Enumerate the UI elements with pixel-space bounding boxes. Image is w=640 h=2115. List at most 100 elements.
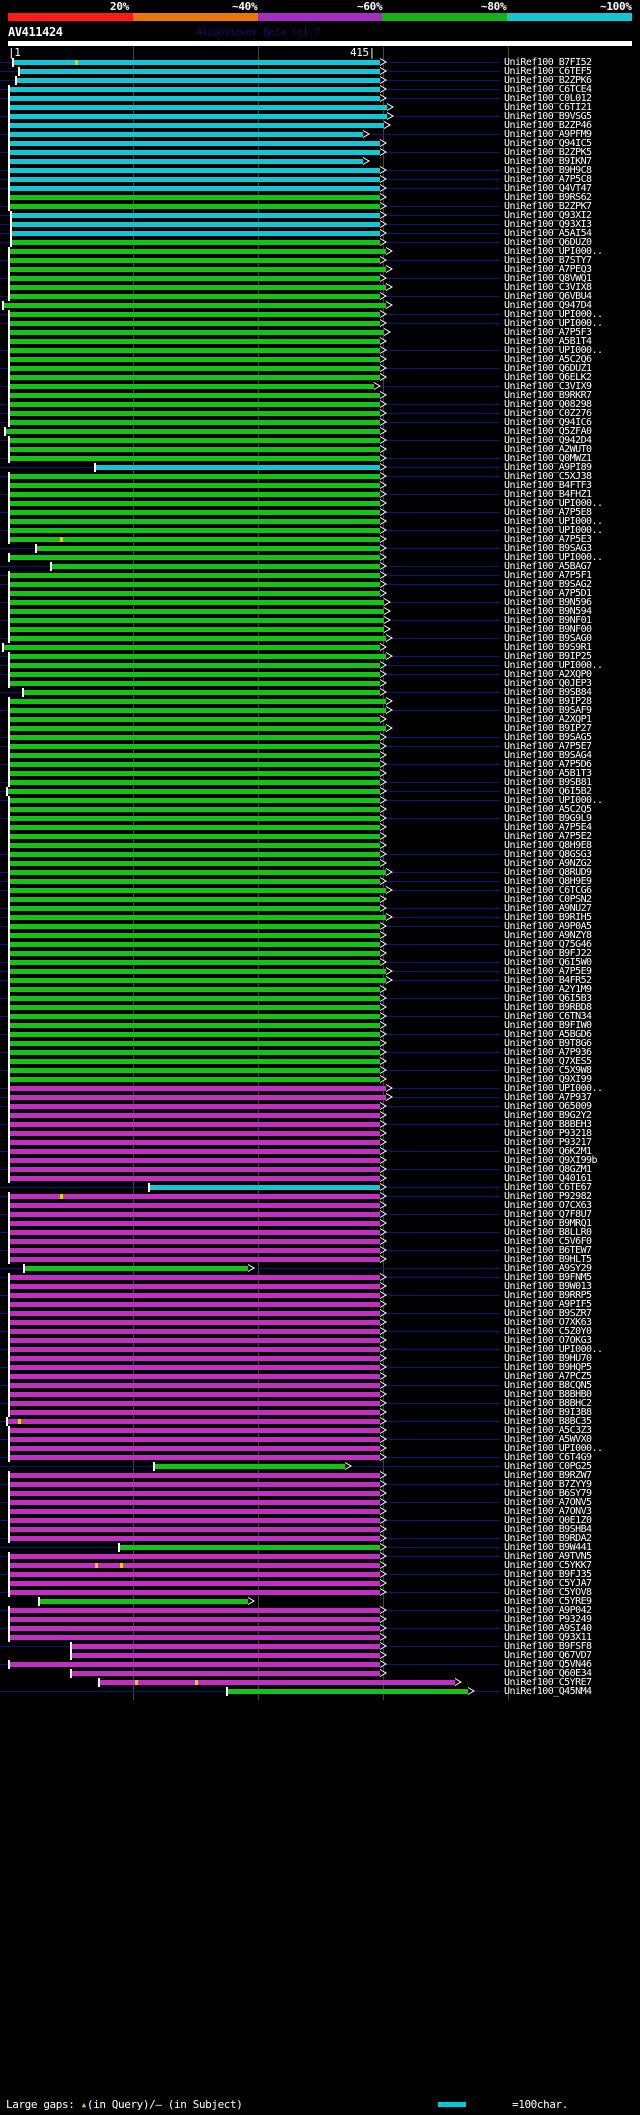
hit-row[interactable]: UniRef100_C0Z276	[0, 408, 640, 419]
hit-label[interactable]: UniRef100_UPI000..	[504, 660, 603, 671]
hit-row[interactable]: UniRef100_O65009	[0, 1101, 640, 1112]
hit-label[interactable]: UniRef100_C0Z276	[504, 408, 592, 419]
hit-label[interactable]: UniRef100_UPI000..	[504, 318, 603, 329]
hit-segment[interactable]	[8, 1419, 380, 1424]
hit-segment[interactable]	[10, 798, 380, 803]
hit-row[interactable]: UniRef100_B9VSG5	[0, 111, 640, 122]
hit-row[interactable]: UniRef100_O7CX63	[0, 1200, 640, 1211]
hit-row[interactable]: UniRef100_B9I3B8	[0, 1407, 640, 1418]
hit-segment[interactable]	[10, 1194, 380, 1199]
hit-row[interactable]: UniRef100_A5BAG7	[0, 561, 640, 572]
hit-row[interactable]: UniRef100_B9RDA2	[0, 1533, 640, 1544]
hit-row[interactable]: UniRef100_A7P5D6	[0, 759, 640, 770]
hit-segment[interactable]	[10, 1482, 380, 1487]
hit-segment[interactable]	[10, 402, 380, 407]
hit-label[interactable]: UniRef100_B9FIW0	[504, 1020, 592, 1031]
hit-label[interactable]: UniRef100_A7P5F1	[504, 570, 592, 581]
hit-label[interactable]: UniRef100_C5YJA7	[504, 1578, 592, 1589]
hit-segment[interactable]	[12, 222, 380, 227]
hit-row[interactable]: UniRef100_Q4VT47	[0, 183, 640, 194]
hit-label[interactable]: UniRef100_C5YOV8	[504, 1587, 592, 1598]
hit-label[interactable]: UniRef100_A9SI40	[504, 1623, 592, 1634]
hit-segment[interactable]	[10, 204, 380, 209]
hit-row[interactable]: UniRef100_C5Z0Y0	[0, 1326, 640, 1337]
hit-row[interactable]: UniRef100_C6TCG6	[0, 885, 640, 896]
hit-label[interactable]: UniRef100_A7P5E8	[504, 507, 592, 518]
hit-segment[interactable]	[10, 1122, 380, 1127]
hit-row[interactable]: UniRef100_B9W013	[0, 1281, 640, 1292]
hit-segment[interactable]	[10, 420, 380, 425]
hit-segment[interactable]	[10, 1347, 380, 1352]
hit-label[interactable]: UniRef100_B8BHB0	[504, 1389, 592, 1400]
hit-row[interactable]: UniRef100_A2XQP1	[0, 714, 640, 725]
hit-row[interactable]: UniRef100_A9SI40	[0, 1623, 640, 1634]
hit-row[interactable]: UniRef100_Q40161	[0, 1173, 640, 1184]
hit-label[interactable]: UniRef100_C6TN34	[504, 1011, 592, 1022]
hit-segment[interactable]	[10, 825, 380, 830]
hit-label[interactable]: UniRef100_Q45NM4	[504, 1686, 592, 1697]
hit-segment[interactable]	[10, 1392, 380, 1397]
hit-label[interactable]: UniRef100_C0L012	[504, 93, 592, 104]
hit-label[interactable]: UniRef100_A9NZG2	[504, 858, 592, 869]
hit-row[interactable]: UniRef100_C5YRE9	[0, 1596, 640, 1607]
hit-segment[interactable]	[10, 924, 380, 929]
hit-row[interactable]: UniRef100_B9SAF9	[0, 705, 640, 716]
hit-row[interactable]: UniRef100_UPI000..	[0, 1344, 640, 1355]
hit-row[interactable]: UniRef100_UPI000..	[0, 309, 640, 320]
hit-segment[interactable]	[10, 267, 386, 272]
hit-segment[interactable]	[10, 1590, 380, 1595]
hit-row[interactable]: UniRef100_A9NZG2	[0, 858, 640, 869]
hit-label[interactable]: UniRef100_Q942D4	[504, 435, 592, 446]
hit-segment[interactable]	[12, 240, 380, 245]
hit-row[interactable]: UniRef100_A5WVX0	[0, 1434, 640, 1445]
hit-label[interactable]: UniRef100_B9S9R1	[504, 642, 592, 653]
hit-label[interactable]: UniRef100_C3VIX8	[504, 282, 592, 293]
hit-row[interactable]: UniRef100_C3VIX8	[0, 282, 640, 293]
hit-segment[interactable]	[10, 1086, 386, 1091]
hit-segment[interactable]	[10, 717, 380, 722]
hit-row[interactable]: UniRef100_A2Y1M9	[0, 984, 640, 995]
hit-segment[interactable]	[10, 384, 374, 389]
hit-row[interactable]: UniRef100_B7ZYY9	[0, 1479, 640, 1490]
hit-label[interactable]: UniRef100_B8CQN5	[504, 1380, 592, 1391]
hit-label[interactable]: UniRef100_A2Y1M9	[504, 984, 592, 995]
hit-segment[interactable]	[10, 1356, 380, 1361]
hit-row[interactable]: UniRef100_Q8GSG3	[0, 849, 640, 860]
hit-segment[interactable]	[10, 600, 384, 605]
hit-label[interactable]: UniRef100_Q5VN46	[504, 1659, 592, 1670]
hit-segment[interactable]	[10, 87, 380, 92]
hit-row[interactable]: UniRef100_B9SAG4	[0, 750, 640, 761]
hit-segment[interactable]	[10, 1032, 380, 1037]
hit-label[interactable]: UniRef100_A2WUT0	[504, 444, 592, 455]
hit-segment[interactable]	[10, 879, 380, 884]
hit-label[interactable]: UniRef100_B2ZP46	[504, 120, 592, 131]
hit-row[interactable]: UniRef100_A7ONV5	[0, 1497, 640, 1508]
hit-segment[interactable]	[10, 195, 380, 200]
hit-segment[interactable]	[150, 1185, 380, 1190]
hit-label[interactable]: UniRef100_Q8GZM1	[504, 1164, 592, 1175]
hit-label[interactable]: UniRef100_C5Z0Y0	[504, 1326, 592, 1337]
hit-segment[interactable]	[10, 1635, 380, 1640]
hit-segment[interactable]	[10, 366, 380, 371]
hit-label[interactable]: UniRef100_C6TCE4	[504, 84, 592, 95]
hit-label[interactable]: UniRef100_B9IP25	[504, 651, 592, 662]
hit-label[interactable]: UniRef100_B8BEH3	[504, 1119, 592, 1130]
hit-label[interactable]: UniRef100_C5YRE9	[504, 1596, 592, 1607]
hit-label[interactable]: UniRef100_B9VSG5	[504, 111, 592, 122]
hit-segment[interactable]	[10, 1077, 380, 1082]
hit-segment[interactable]	[10, 1554, 380, 1559]
hit-segment[interactable]	[10, 1140, 380, 1145]
hit-row[interactable]: UniRef100_UPI000..	[0, 345, 640, 356]
hit-row[interactable]: UniRef100_B9IKN7	[0, 156, 640, 167]
hit-label[interactable]: UniRef100_UPI000..	[504, 516, 603, 527]
hit-label[interactable]: UniRef100_UPI000..	[504, 1344, 603, 1355]
hit-label[interactable]: UniRef100_Q6I5B3	[504, 993, 592, 1004]
hit-segment[interactable]	[10, 123, 384, 128]
hit-label[interactable]: UniRef100_B9FNM5	[504, 1272, 592, 1283]
hit-segment[interactable]	[10, 528, 380, 533]
hit-segment[interactable]	[10, 1509, 380, 1514]
hit-label[interactable]: UniRef100_A5WVX0	[504, 1434, 592, 1445]
hit-segment[interactable]	[10, 906, 380, 911]
hit-segment[interactable]	[10, 249, 386, 254]
hit-label[interactable]: UniRef100_B4FTF3	[504, 480, 592, 491]
